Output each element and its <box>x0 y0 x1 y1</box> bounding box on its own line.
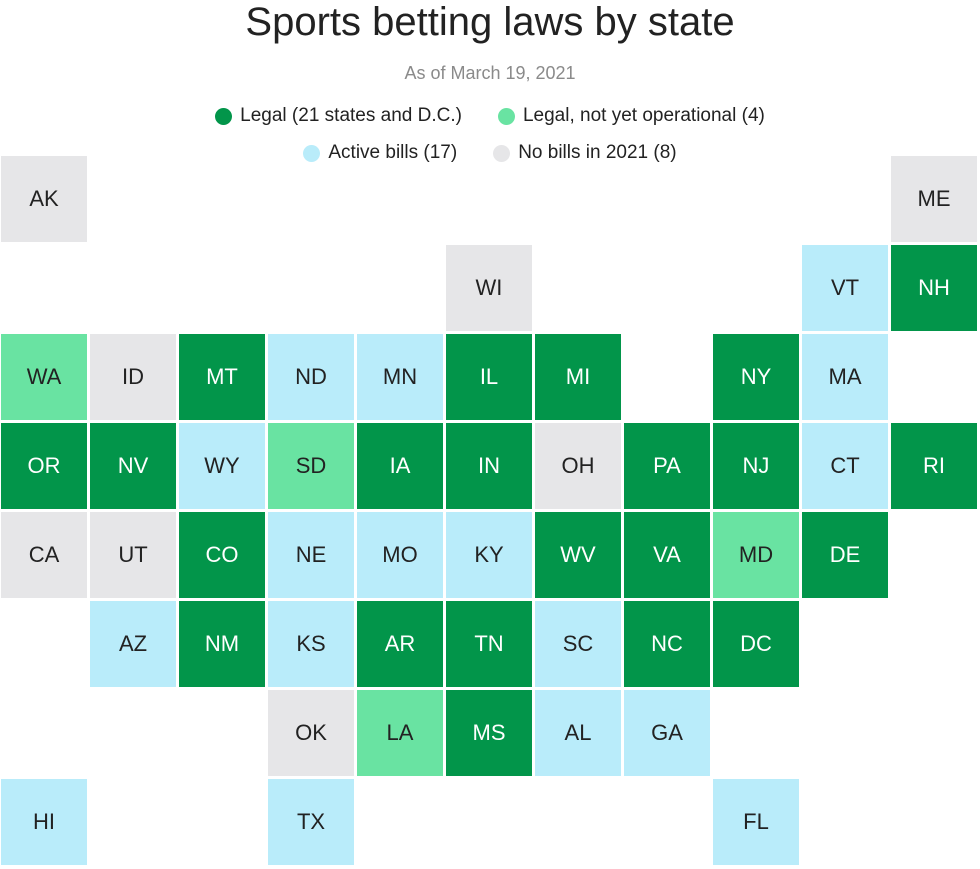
legend-label-active-bills: Active bills (17) <box>328 142 458 163</box>
state-tile-nh: NH <box>891 245 977 331</box>
state-tile-wi: WI <box>446 245 532 331</box>
state-tile-ma: MA <box>802 334 888 420</box>
state-tile-tx: TX <box>268 779 354 865</box>
state-tile-ut: UT <box>90 512 176 598</box>
state-tile-ks: KS <box>268 601 354 687</box>
state-tile-ne: NE <box>268 512 354 598</box>
state-tile-pa: PA <box>624 423 710 509</box>
legend-label-legal: Legal (21 states and D.C.) <box>240 105 462 126</box>
page-subtitle: As of March 19, 2021 <box>404 63 576 83</box>
legend-swatch-active-bills <box>303 144 321 162</box>
state-tile-ri: RI <box>891 423 977 509</box>
state-tile-ga: GA <box>624 690 710 776</box>
legend-item-not-operational: Legal, not yet operational (4) <box>497 105 765 127</box>
state-tile-nc: NC <box>624 601 710 687</box>
state-tile-va: VA <box>624 512 710 598</box>
state-tile-mi: MI <box>535 334 621 420</box>
state-tile-ms: MS <box>446 690 532 776</box>
state-tile-ca: CA <box>1 512 87 598</box>
legend-swatch-not-operational <box>497 107 515 125</box>
state-tile-ny: NY <box>713 334 799 420</box>
state-tile-nv: NV <box>90 423 176 509</box>
state-tile-hi: HI <box>1 779 87 865</box>
legend-item-active-bills: Active bills (17) <box>303 142 457 164</box>
state-tile-nd: ND <box>268 334 354 420</box>
state-tile-ky: KY <box>446 512 532 598</box>
state-tile-ct: CT <box>802 423 888 509</box>
state-tile-md: MD <box>713 512 799 598</box>
state-tile-mn: MN <box>357 334 443 420</box>
state-tile-fl: FL <box>713 779 799 865</box>
state-tile-vt: VT <box>802 245 888 331</box>
legend-label-not-operational: Legal, not yet operational (4) <box>522 105 765 126</box>
legend-row-2: Active bills (17) No bills in 2021 (8) <box>0 142 980 164</box>
state-tile-wa: WA <box>1 334 87 420</box>
state-tile-mo: MO <box>357 512 443 598</box>
state-tile-mt: MT <box>179 334 265 420</box>
state-tile-ak: AK <box>1 156 87 242</box>
state-tile-de: DE <box>802 512 888 598</box>
state-tile-me: ME <box>891 156 977 242</box>
state-tile-dc: DC <box>713 601 799 687</box>
state-tile-nj: NJ <box>713 423 799 509</box>
state-tile-or: OR <box>1 423 87 509</box>
state-tile-id: ID <box>90 334 176 420</box>
state-tile-ia: IA <box>357 423 443 509</box>
state-tile-wv: WV <box>535 512 621 598</box>
legend-swatch-legal <box>215 107 233 125</box>
page-title: Sports betting laws by state <box>245 0 735 44</box>
legend-label-no-bills: No bills in 2021 (8) <box>518 142 677 163</box>
state-tile-az: AZ <box>90 601 176 687</box>
state-tile-ar: AR <box>357 601 443 687</box>
state-tile-ok: OK <box>268 690 354 776</box>
legend-item-legal: Legal (21 states and D.C.) <box>215 105 462 127</box>
legend-row-1: Legal (21 states and D.C.) Legal, not ye… <box>0 105 980 127</box>
state-tile-wy: WY <box>179 423 265 509</box>
state-tile-la: LA <box>357 690 443 776</box>
state-tile-co: CO <box>179 512 265 598</box>
state-tile-al: AL <box>535 690 621 776</box>
state-tile-nm: NM <box>179 601 265 687</box>
state-tile-sd: SD <box>268 423 354 509</box>
legend-item-no-bills: No bills in 2021 (8) <box>493 142 677 164</box>
state-tile-tn: TN <box>446 601 532 687</box>
state-tile-oh: OH <box>535 423 621 509</box>
state-tile-il: IL <box>446 334 532 420</box>
state-tile-sc: SC <box>535 601 621 687</box>
state-tile-in: IN <box>446 423 532 509</box>
legend-swatch-no-bills <box>493 144 511 162</box>
